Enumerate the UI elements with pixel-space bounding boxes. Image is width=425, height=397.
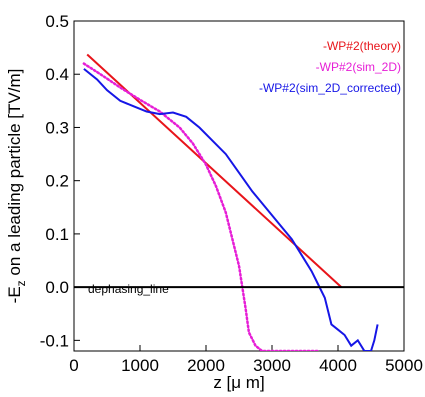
x-axis-ticks: 0 1000 2000 3000 4000 5000 <box>69 345 423 375</box>
y-tick-label: 0.0 <box>45 278 69 297</box>
y-tick-label: 0.4 <box>45 65 69 84</box>
dephasing-line-label: dephasing_line <box>88 282 169 296</box>
y-tick-label: 0.3 <box>45 118 69 137</box>
series-group <box>82 53 379 351</box>
y-axis-label: -Ez on a leading particle [TV/m] <box>5 69 28 304</box>
y-tick-label: 0.2 <box>45 172 69 191</box>
x-tick-label: 5000 <box>385 356 423 375</box>
plot-frame <box>73 20 405 352</box>
x-tick-label: 0 <box>69 356 78 375</box>
x-tick-label: 1000 <box>121 356 159 375</box>
series-line <box>82 62 320 351</box>
x-axis-label: z [μ m] <box>213 373 264 392</box>
x-tick-label: 4000 <box>319 356 357 375</box>
series-line <box>83 68 379 351</box>
legend: -WP#2(theory) -WP#2(sim_2D) -WP#2(sim_2D_c… <box>259 39 401 95</box>
legend-entry: -WP#2(theory) <box>323 39 401 53</box>
legend-entry: -WP#2(sim_2D) <box>316 60 401 74</box>
legend-entry: -WP#2(sim_2D_corrected) <box>259 81 401 95</box>
y-tick-label: -0.1 <box>40 331 69 350</box>
x-tick-label: 2000 <box>187 356 225 375</box>
y-axis-ticks: -0.1 0.0 0.1 0.2 0.3 0.4 0.5 <box>40 12 80 350</box>
y-tick-label: 0.5 <box>45 12 69 31</box>
y-tick-label: 0.1 <box>45 225 69 244</box>
x-tick-label: 3000 <box>253 356 291 375</box>
